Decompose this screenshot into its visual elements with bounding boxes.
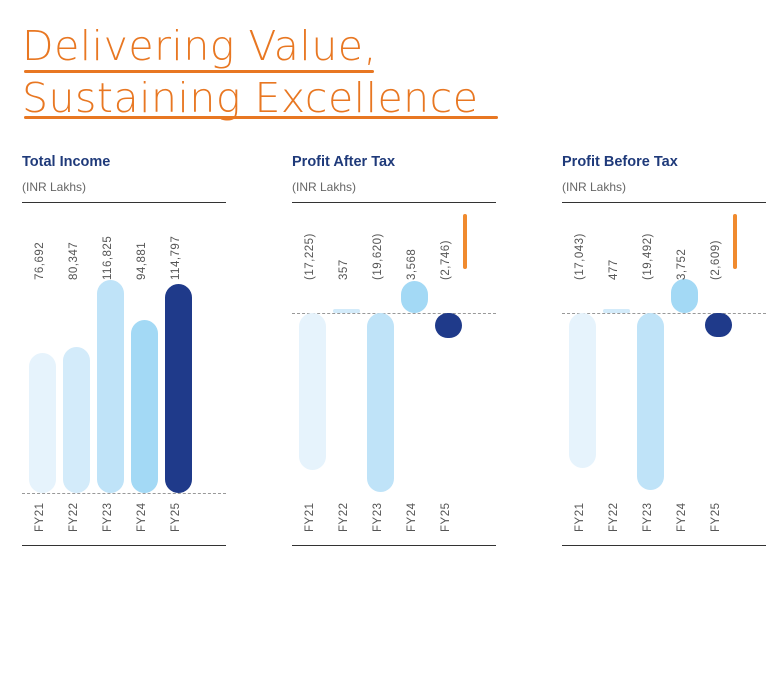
value-label: 80,347 bbox=[68, 241, 80, 280]
bar-fy25 bbox=[705, 313, 732, 337]
highlight-marker bbox=[733, 214, 737, 269]
category-label: FY21 bbox=[304, 502, 316, 533]
value-label: 76,692 bbox=[34, 241, 46, 280]
bottom-rule bbox=[562, 545, 766, 546]
chart-unit: (INR Lakhs) bbox=[292, 180, 357, 194]
chart-title: Total Income bbox=[22, 154, 111, 170]
zero-line bbox=[562, 313, 766, 314]
category-label: FY21 bbox=[34, 502, 46, 533]
category-label: FY25 bbox=[170, 502, 182, 533]
value-label: (19,492) bbox=[642, 233, 654, 280]
bar-fy21 bbox=[299, 313, 326, 470]
bottom-rule bbox=[22, 545, 226, 546]
bar-fy23 bbox=[97, 280, 124, 493]
highlight-marker bbox=[463, 214, 467, 269]
chart-panel: Total Income (INR Lakhs) 76,692 FY21 80,34… bbox=[22, 150, 226, 550]
value-label: (2,746) bbox=[440, 240, 452, 280]
headline-underline-2 bbox=[24, 116, 498, 119]
value-label: (19,620) bbox=[372, 233, 384, 280]
bar-fy24 bbox=[131, 320, 158, 493]
value-label: (17,043) bbox=[574, 233, 586, 280]
chart-title: Profit Before Tax bbox=[562, 154, 678, 170]
bar-fy22 bbox=[63, 346, 90, 493]
value-label: (17,225) bbox=[304, 233, 316, 280]
value-label: 3,568 bbox=[406, 248, 418, 280]
category-label: FY24 bbox=[676, 502, 688, 533]
category-label: FY23 bbox=[642, 502, 654, 533]
category-label: FY22 bbox=[338, 502, 350, 533]
bar-fy25 bbox=[165, 284, 192, 493]
bar-fy22 bbox=[603, 308, 630, 313]
bottom-rule bbox=[292, 545, 496, 546]
headline-line-2: Sustaining Excellence bbox=[22, 74, 479, 122]
top-rule bbox=[292, 202, 496, 203]
headline-underline-1 bbox=[24, 70, 374, 73]
category-label: FY25 bbox=[440, 502, 452, 533]
value-label: (2,609) bbox=[710, 240, 722, 280]
category-label: FY23 bbox=[102, 502, 114, 533]
category-label: FY23 bbox=[372, 502, 384, 533]
bar-fy22 bbox=[333, 309, 360, 313]
category-label: FY21 bbox=[574, 502, 586, 533]
headline-line-1: Delivering Value, bbox=[22, 22, 378, 70]
value-label: 116,825 bbox=[102, 235, 114, 280]
value-label: 357 bbox=[338, 259, 350, 280]
category-label: FY22 bbox=[68, 502, 80, 533]
zero-line bbox=[22, 493, 226, 494]
chart-panel: Profit Before Tax (INR Lakhs) (17,043) FY… bbox=[562, 150, 766, 550]
chart-unit: (INR Lakhs) bbox=[562, 180, 627, 194]
top-rule bbox=[562, 202, 766, 203]
bar-fy24 bbox=[401, 280, 428, 313]
top-rule bbox=[22, 202, 226, 203]
value-label: 114,797 bbox=[170, 235, 182, 280]
chart-title: Profit After Tax bbox=[292, 154, 396, 170]
value-label: 3,752 bbox=[676, 248, 688, 280]
category-label: FY24 bbox=[136, 502, 148, 533]
bar-fy23 bbox=[367, 313, 394, 492]
bar-fy24 bbox=[671, 278, 698, 313]
bar-fy23 bbox=[637, 313, 664, 491]
value-label: 94,881 bbox=[136, 241, 148, 280]
bar-fy21 bbox=[569, 313, 596, 469]
category-label: FY25 bbox=[710, 502, 722, 533]
bar-fy21 bbox=[29, 353, 56, 493]
chart-panel: Profit After Tax (INR Lakhs) (17,225) FY2… bbox=[292, 150, 496, 550]
value-label: 477 bbox=[608, 259, 620, 280]
category-label: FY22 bbox=[608, 502, 620, 533]
zero-line bbox=[292, 313, 496, 314]
category-label: FY24 bbox=[406, 502, 418, 533]
chart-unit: (INR Lakhs) bbox=[22, 180, 87, 194]
bar-fy25 bbox=[435, 313, 462, 338]
